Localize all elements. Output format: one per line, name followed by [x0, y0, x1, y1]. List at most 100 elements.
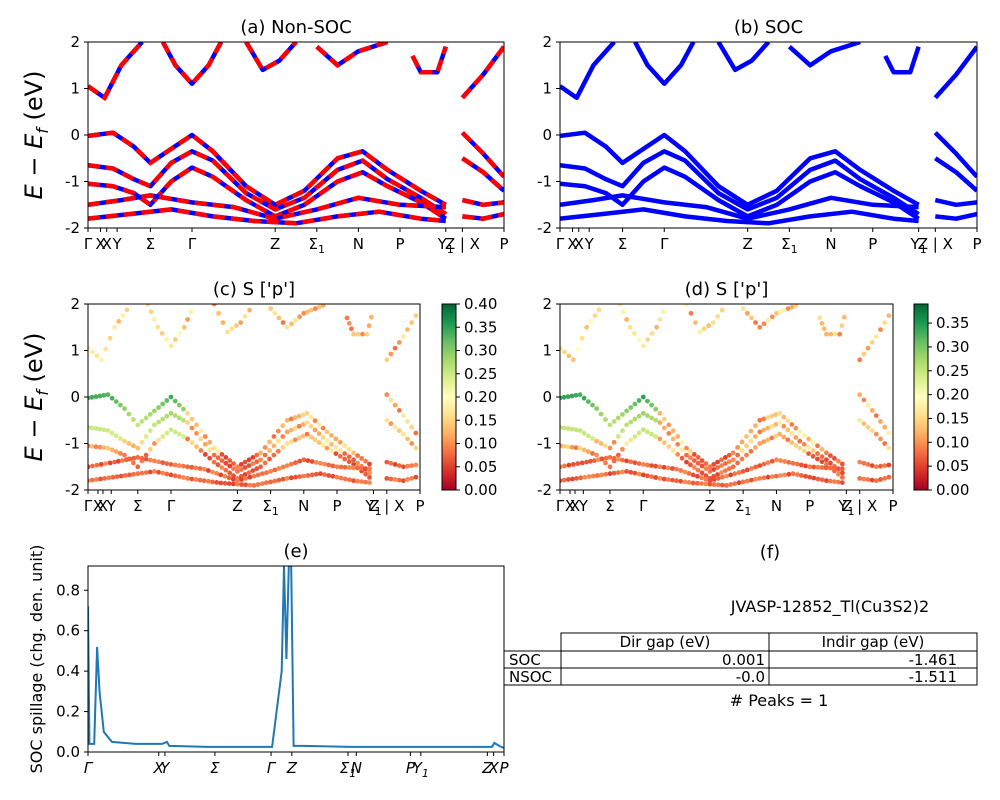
data-point — [325, 430, 330, 435]
data-point — [580, 461, 585, 466]
data-point — [575, 461, 580, 466]
data-point — [98, 477, 103, 482]
plot-area — [560, 42, 977, 223]
data-point — [675, 452, 680, 457]
x-tick-label: Y — [578, 497, 589, 515]
data-point — [122, 406, 127, 411]
data-point — [325, 446, 330, 451]
x-tick-label: Σ — [618, 235, 627, 253]
data-point — [806, 451, 811, 456]
data-point — [597, 307, 602, 312]
data-point — [185, 476, 190, 481]
data-point — [595, 473, 600, 478]
data-point — [878, 477, 883, 482]
data-point — [325, 439, 330, 444]
data-point — [144, 416, 149, 421]
data-point — [210, 480, 215, 485]
data-point — [111, 475, 116, 480]
colorbar-tick-label: 0.40 — [464, 295, 497, 313]
data-point — [878, 327, 883, 332]
data-point — [173, 337, 178, 342]
table-column-header: Dir gap (eV) — [620, 633, 711, 651]
data-point — [106, 392, 111, 397]
data-point — [870, 463, 875, 468]
data-point — [156, 459, 161, 464]
data-point — [641, 427, 646, 432]
data-point — [331, 464, 336, 469]
data-point — [628, 470, 633, 475]
data-point — [94, 426, 99, 431]
data-point — [297, 314, 302, 319]
data-point — [791, 461, 796, 466]
data-point — [122, 439, 127, 444]
chart-panel-c: (c) S ['p']-2-1012Γ XXY Σ Γ Z Σ1 N P Y1Z | XP — [65, 279, 424, 518]
data-point — [243, 476, 248, 481]
band-line-overlay — [163, 42, 221, 84]
band-line-overlay — [88, 42, 142, 98]
data-point — [702, 326, 707, 331]
x-tick-label: Σ1 — [309, 235, 325, 256]
data-point — [870, 340, 875, 345]
data-point — [836, 459, 841, 464]
data-point — [281, 320, 286, 325]
data-point — [787, 472, 792, 477]
data-point — [351, 465, 356, 470]
data-point — [680, 456, 685, 461]
data-point — [836, 472, 841, 477]
data-point — [214, 471, 219, 476]
data-point — [662, 465, 667, 470]
colorbar-c: 0.000.050.100.150.200.250.300.350.40 — [442, 295, 497, 499]
data-point — [740, 457, 745, 462]
data-point — [90, 395, 95, 400]
data-point — [384, 460, 389, 465]
data-point — [223, 455, 228, 460]
data-point — [695, 481, 700, 486]
x-tick-label: Y — [160, 759, 171, 777]
data-point — [735, 461, 740, 466]
data-point — [190, 417, 195, 422]
data-point — [189, 309, 194, 314]
x-tick-label: Z | X — [918, 235, 953, 253]
data-point — [116, 319, 121, 324]
data-point — [575, 347, 580, 352]
data-point — [95, 463, 100, 468]
data-point — [691, 473, 696, 478]
data-point — [102, 427, 107, 432]
data-point — [148, 447, 153, 452]
data-point — [757, 463, 762, 468]
y-tick-label: 1 — [542, 80, 552, 98]
data-point — [820, 321, 825, 326]
data-point — [658, 317, 663, 322]
data-point — [815, 451, 820, 456]
data-point — [135, 471, 140, 476]
data-point — [164, 398, 169, 403]
data-point — [698, 330, 703, 335]
data-point — [675, 442, 680, 447]
data-point — [169, 473, 174, 478]
data-point — [334, 451, 339, 456]
colorbar-tick-label: 0.25 — [936, 362, 969, 380]
data-point — [393, 403, 398, 408]
data-point — [181, 475, 186, 480]
data-point — [160, 471, 165, 476]
data-point — [704, 466, 709, 471]
data-point — [770, 459, 775, 464]
data-point — [753, 445, 758, 450]
data-point — [322, 472, 327, 477]
data-point — [243, 314, 248, 319]
data-point — [728, 482, 733, 487]
data-point — [687, 471, 692, 476]
data-point — [567, 463, 572, 468]
data-point — [110, 448, 115, 453]
data-point — [593, 313, 598, 318]
data-point — [363, 459, 368, 464]
colorbar-tick-label: 0.30 — [936, 338, 969, 356]
data-point — [345, 316, 350, 321]
data-point — [599, 473, 604, 478]
y-tick-label: -2 — [65, 219, 80, 237]
data-point — [812, 476, 817, 481]
data-point — [144, 453, 149, 458]
data-point — [789, 440, 794, 445]
data-point — [277, 466, 282, 471]
data-point — [645, 473, 650, 478]
